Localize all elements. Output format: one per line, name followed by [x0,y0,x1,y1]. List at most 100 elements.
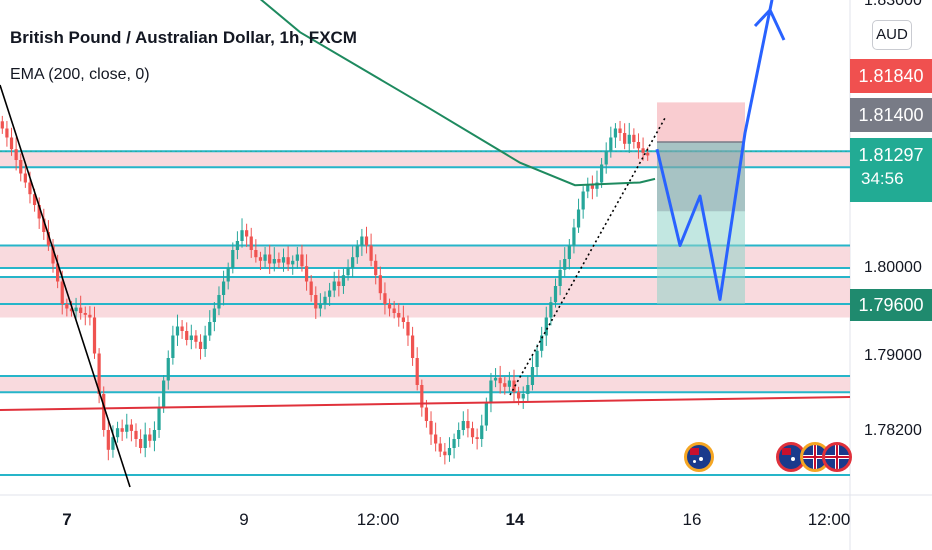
black-downtrend-line [0,84,131,488]
candle-body [470,428,475,438]
candle-body [134,430,138,439]
candle-body [351,257,355,268]
candle-body [162,380,166,408]
candle-body [56,263,60,282]
candle-body [245,230,249,237]
candle-body [74,307,78,312]
candle-body [309,281,313,295]
candle-body [443,451,447,456]
candle-body [415,358,419,385]
candle-body [434,434,438,444]
candle-body [646,152,650,156]
candle-body [291,260,295,265]
candle-body [424,407,429,421]
candle-body [540,335,544,351]
candle-body [157,407,161,430]
candle-body [217,295,221,309]
candle-body [563,259,567,270]
candle-body [185,331,189,340]
candle-body [401,317,405,322]
ema-indicator-label[interactable]: EMA (200, close, 0) [10,66,150,83]
currency-button[interactable]: AUD [872,20,912,50]
supply-demand-zone [0,376,850,393]
red-support-line [0,396,851,411]
candle-body [535,350,539,367]
candle-body [475,437,479,439]
candle-body [83,313,87,315]
candle-body [609,137,613,151]
candle-body [304,266,309,282]
symbol-title[interactable]: British Pound / Australian Dollar, 1h, F… [10,28,357,47]
candle-body [420,385,424,408]
candle-body [14,149,18,160]
candle-body [572,227,576,246]
candle-body [387,304,392,309]
candle-body [503,383,507,387]
candle-body [180,326,184,331]
candle-body [46,232,51,246]
candle-body [111,437,115,450]
candle-body [369,245,373,261]
candle-body [212,308,216,322]
candle-body [457,430,461,439]
candle-body [5,128,9,138]
candle-body [586,185,590,192]
candle-body [32,194,37,205]
candle-body [567,245,571,259]
candle-body [466,421,470,429]
price-label-179000: 1.79000 [864,347,922,364]
candle-body [314,295,318,309]
time-label-14: 14 [505,510,525,529]
candle-body [383,293,387,304]
candle-body [595,182,599,189]
candle-body [143,434,147,448]
candle-body [125,424,129,432]
candle-body [115,428,120,438]
candle-body [277,259,281,263]
candle-body [544,317,548,336]
candle-body [23,173,27,183]
candle-body [480,425,484,439]
candle-body [28,182,32,195]
candle-body [618,128,622,133]
candle-body [208,322,212,336]
candle-body [346,268,350,276]
entry-price-tag: 1.81400 [850,98,932,132]
candle-body [429,421,433,435]
candle-body [120,428,124,432]
time-label-16: 16 [682,510,702,529]
candle-body [355,245,359,258]
candle-body [148,434,152,441]
last-price-tag: 1.81297 34:56 [850,138,932,202]
candle-body [300,254,304,267]
gbp-flag-icon-2[interactable] [822,442,852,472]
candle-body [599,164,604,183]
candle-body [323,296,327,304]
candle-body [92,317,97,354]
candle-body [189,335,193,340]
candle-body [272,259,276,264]
candle-body [102,394,106,430]
candle-body [231,250,235,268]
supply-demand-zone [0,151,850,168]
stop-loss-tag: 1.81840 [850,59,932,93]
last-price-value: 1.81297 [858,145,924,165]
supply-demand-zone [0,245,850,268]
candle-body [152,430,157,441]
candle-body [512,380,516,393]
candle-body [60,281,64,304]
stop-loss-zone [657,102,745,142]
aud-flag-icon[interactable] [684,442,714,472]
candle-body [360,236,364,246]
candle-body [558,269,562,286]
candle-body [318,304,323,309]
candle-body [521,394,525,399]
time-label-9: 9 [239,510,249,529]
candle-body [194,335,198,342]
candle-body [549,302,553,318]
candle-body [438,443,442,452]
candle-body [97,353,101,394]
candle-body [452,439,456,448]
candle-body [286,257,290,265]
